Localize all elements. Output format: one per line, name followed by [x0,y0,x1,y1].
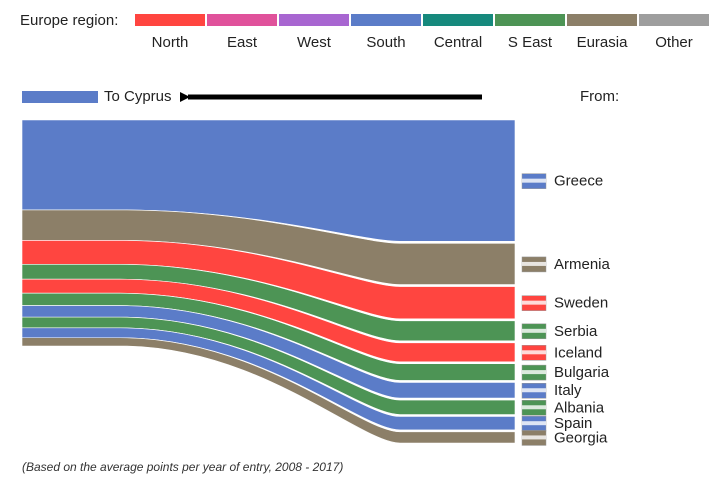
legend-title: Europe region: [20,12,119,29]
flag-stripe [522,370,546,375]
flag-stripe [522,350,546,355]
country-label-sweden: Sweden [554,295,608,312]
flag-stripe [522,435,546,440]
country-label-bulgaria: Bulgaria [554,364,610,381]
legend-swatch-eurasia [567,14,637,26]
country-label-albania: Albania [554,399,605,416]
country-label-greece: Greece [554,173,603,190]
flag-stripe [522,421,546,426]
legend-swatch-east [207,14,277,26]
legend-label-s-east: S East [507,34,553,51]
legend-label-north: North [151,34,189,51]
legend-swatch-other [639,14,709,26]
legend-label-eurasia: Eurasia [576,34,628,51]
country-label-serbia: Serbia [554,323,598,340]
footnote: (Based on the average points per year of… [22,460,344,474]
country-label-spain: Spain [554,415,592,432]
legend-swatch-central [423,14,493,26]
legend-label-west: West [297,34,331,51]
from-label: From: [580,88,620,105]
legend-swatch-s-east [495,14,565,26]
destination-label: To Cyprus [104,88,172,105]
flag-stripe [522,328,546,333]
country-label-iceland: Iceland [554,344,602,361]
flag-stripe [522,261,546,266]
flag-stripe [522,178,546,183]
country-label-italy: Italy [554,382,582,399]
destination-swatch [22,91,98,103]
legend-label-central: Central [433,34,483,51]
flag-stripe [522,388,546,393]
flag-stripe [522,405,546,410]
legend-label-other: Other [655,34,693,51]
legend-label-south: South [366,34,406,51]
legend-swatch-south [351,14,421,26]
legend-swatch-west [279,14,349,26]
flow-georgia [21,337,516,444]
country-label-georgia: Georgia [554,429,608,446]
flag-stripe [522,300,546,305]
legend-swatch-north [135,14,205,26]
country-label-armenia: Armenia [554,256,611,273]
legend-label-east: East [226,34,257,51]
